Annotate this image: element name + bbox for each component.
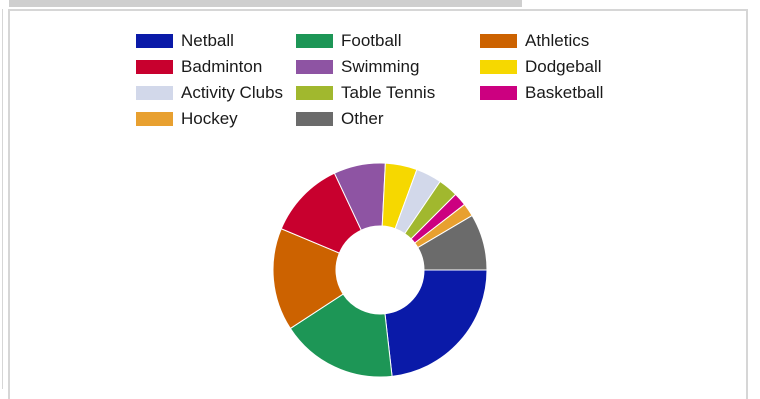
legend-item-football: Football — [296, 31, 401, 51]
legend-item-athletics: Athletics — [480, 31, 589, 51]
legend-label-badminton: Badminton — [181, 57, 263, 76]
legend-swatch-football — [296, 34, 333, 48]
legend-swatch-activity-clubs — [136, 86, 173, 100]
slice-football — [289, 293, 393, 378]
legend-item-hockey: Hockey — [136, 109, 238, 129]
legend-swatch-hockey — [136, 112, 173, 126]
legend-label-swimming: Swimming — [341, 57, 420, 76]
legend-label-netball: Netball — [181, 31, 234, 50]
donut-chart — [272, 162, 488, 378]
legend-swatch-swimming — [296, 60, 333, 74]
legend-swatch-dodgeball — [480, 60, 517, 74]
slice-netball — [384, 269, 488, 377]
legend-item-netball: Netball — [136, 31, 234, 51]
legend-swatch-athletics — [480, 34, 517, 48]
left-divider — [2, 9, 3, 389]
legend-label-activity-clubs: Activity Clubs — [181, 83, 284, 102]
legend-swatch-netball — [136, 34, 173, 48]
legend-label-athletics: Athletics — [525, 31, 590, 50]
legend-swatch-basketball — [480, 86, 517, 100]
legend-label-table-tennis: Table Tennis — [341, 83, 436, 102]
legend-label-dodgeball: Dodgeball — [525, 57, 602, 76]
legend-label-football: Football — [341, 31, 402, 50]
legend-swatch-table-tennis — [296, 86, 333, 100]
top-scroll-bar — [9, 0, 522, 7]
legend-label-basketball: Basketball — [525, 83, 604, 102]
legend-swatch-badminton — [136, 60, 173, 74]
slice-other — [417, 214, 488, 271]
legend-item-table-tennis: Table Tennis — [296, 83, 435, 103]
legend-item-swimming: Swimming — [296, 57, 419, 77]
legend-item-badminton: Badminton — [136, 57, 262, 77]
legend-label-other: Other — [341, 109, 384, 128]
legend-swatch-other — [296, 112, 333, 126]
legend-item-activity-clubs: Activity Clubs — [136, 83, 283, 103]
slice-athletics — [272, 228, 344, 330]
legend-item-other: Other — [296, 109, 384, 129]
legend-item-basketball: Basketball — [480, 83, 603, 103]
legend-label-hockey: Hockey — [181, 109, 238, 128]
legend-item-dodgeball: Dodgeball — [480, 57, 602, 77]
chart-legend: Netball Football Athletics Badminton Swimmin… — [0, 0, 760, 140]
